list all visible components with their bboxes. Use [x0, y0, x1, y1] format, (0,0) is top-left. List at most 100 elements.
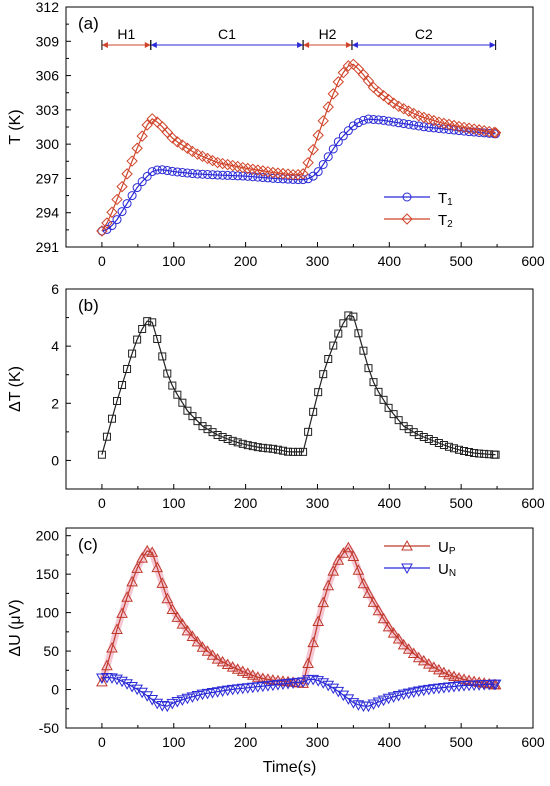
data-point — [268, 173, 278, 183]
data-point — [297, 168, 309, 180]
series-UN — [96, 672, 502, 713]
y-tick-label: 6 — [51, 281, 59, 297]
data-point — [327, 88, 339, 100]
data-point — [367, 596, 380, 607]
data-point — [257, 165, 269, 177]
data-point — [146, 546, 159, 557]
data-point — [473, 124, 485, 136]
phase-arrowhead-left — [101, 42, 108, 48]
data-point — [444, 442, 453, 451]
data-point — [173, 390, 182, 399]
y-tick-label: 0 — [51, 682, 59, 698]
data-point — [314, 388, 323, 397]
phase-label: C2 — [415, 26, 433, 42]
x-tick-label: 500 — [449, 495, 473, 511]
data-point — [208, 428, 217, 437]
panel-label: (a) — [78, 14, 99, 33]
data-point — [332, 686, 345, 698]
data-point — [128, 349, 137, 358]
data-point — [253, 443, 262, 452]
data-point — [141, 544, 154, 556]
data-point — [344, 311, 353, 320]
data-point — [252, 164, 264, 176]
data-point — [322, 101, 334, 113]
x-tick-label: 600 — [521, 495, 545, 511]
data-point — [377, 695, 390, 707]
x-tick-label: 300 — [306, 734, 330, 750]
data-point — [374, 387, 383, 396]
data-point — [475, 449, 484, 458]
plot-frame — [65, 527, 534, 729]
y-tick-label: 150 — [36, 566, 60, 582]
data-point — [263, 444, 272, 453]
x-tick-label: 0 — [98, 734, 106, 750]
data-point — [192, 169, 202, 179]
data-point — [96, 675, 108, 687]
series-line — [101, 314, 496, 456]
data-point — [116, 180, 128, 193]
data-point — [359, 346, 368, 355]
x-tick-label: 200 — [234, 495, 258, 511]
data-point — [349, 312, 358, 321]
data-point — [478, 124, 490, 137]
data-point — [354, 329, 363, 338]
data-point — [96, 225, 108, 237]
data-point — [136, 687, 149, 699]
data-point — [319, 370, 328, 379]
x-tick-label: 300 — [306, 495, 330, 511]
y-tick-label: 50 — [43, 643, 59, 659]
data-point — [126, 575, 138, 587]
data-point — [323, 152, 333, 162]
plot-frame — [65, 288, 534, 490]
data-point — [414, 121, 424, 131]
data-point — [156, 577, 169, 588]
data-point — [399, 119, 409, 129]
panel-c-delta-u: 0 100 200 300 400 500 600 -50 0 50 100 150 200 (c) ΔU … — [7, 527, 545, 776]
data-point — [181, 693, 194, 705]
data-point — [352, 564, 365, 575]
data-point — [312, 676, 325, 687]
data-point — [213, 170, 223, 180]
data-point — [158, 352, 167, 361]
data-point — [118, 381, 127, 389]
data-point — [183, 406, 192, 415]
data-point — [198, 169, 208, 179]
data-point — [122, 199, 132, 209]
phase-arrowhead-right — [345, 42, 352, 48]
legend-marker — [402, 192, 412, 202]
data-point — [347, 550, 360, 561]
data-point — [414, 431, 423, 439]
data-point — [362, 587, 375, 598]
data-point — [372, 697, 385, 709]
data-point — [166, 603, 179, 615]
data-point — [302, 156, 314, 169]
data-point — [168, 381, 177, 390]
data-point — [117, 207, 127, 217]
data-point — [107, 221, 117, 231]
data-point — [389, 117, 399, 127]
x-axis-label: Time(s) — [263, 759, 317, 776]
data-point — [136, 552, 149, 563]
y-axis-label: T (K) — [7, 109, 24, 144]
data-point — [307, 674, 320, 686]
data-point — [213, 431, 222, 439]
data-point — [228, 171, 238, 181]
data-point — [337, 547, 350, 558]
data-point — [297, 677, 309, 688]
data-point — [333, 137, 343, 147]
data-point — [141, 691, 154, 702]
data-point — [382, 693, 395, 705]
x-tick-label: 400 — [378, 734, 402, 750]
phase-arrowhead-left — [303, 42, 310, 48]
data-point — [132, 183, 142, 193]
data-point — [146, 113, 158, 125]
data-point — [293, 175, 303, 185]
data-point — [480, 449, 489, 458]
data-point — [101, 659, 113, 671]
x-tick-label: 600 — [521, 734, 545, 750]
phase-label: H2 — [319, 26, 337, 42]
data-point — [332, 554, 345, 565]
panel-a-temperature: 0 100 200 300 400 500 600 291 294 297 300 303 306 309… — [7, 0, 545, 269]
data-point — [241, 667, 254, 678]
